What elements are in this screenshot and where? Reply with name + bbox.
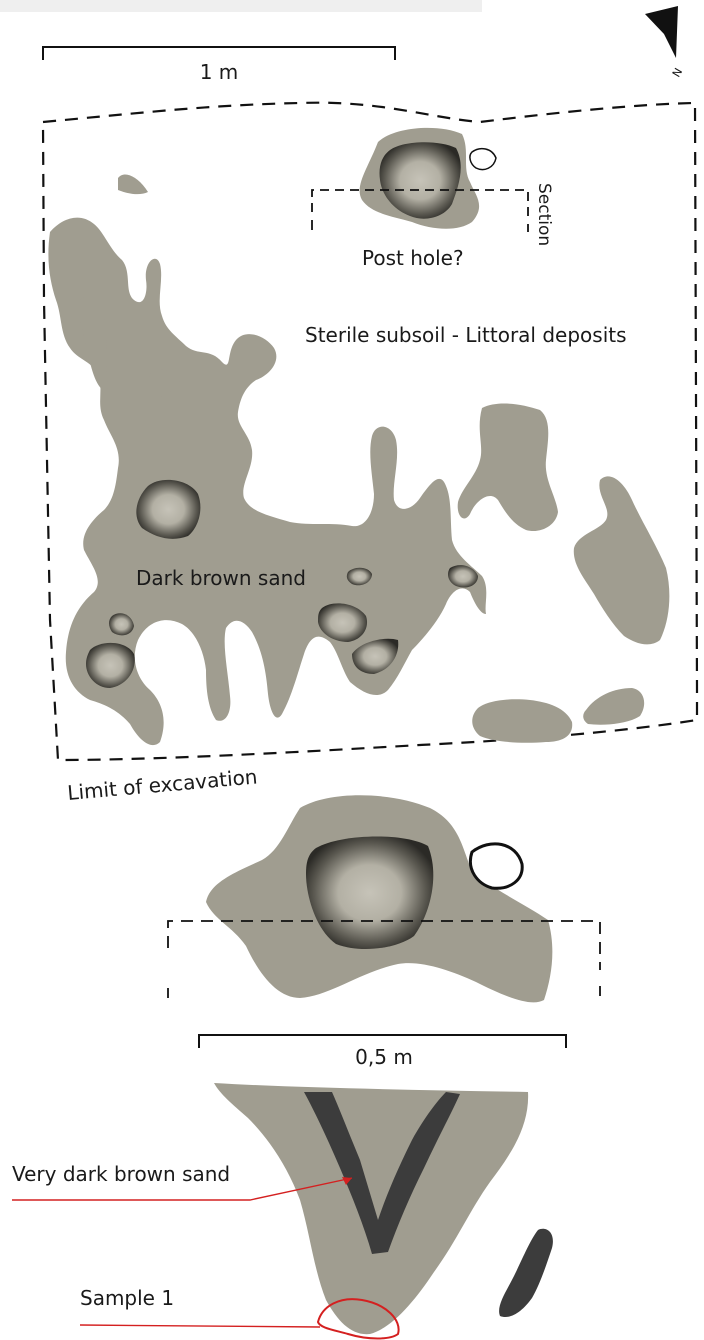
very-dark-sand-label: Very dark brown sand xyxy=(12,1162,230,1186)
sample-1-label: Sample 1 xyxy=(80,1286,174,1310)
sand-patch-bottom-left xyxy=(472,699,573,743)
section-fill-dark-v xyxy=(304,1092,460,1254)
sample-1-outline xyxy=(316,1298,400,1340)
callout-sample-1: Sample 1 xyxy=(79,1286,321,1328)
sand-patch-right-lower xyxy=(573,476,670,645)
section-label: Section xyxy=(534,183,554,246)
pit-plan-4 xyxy=(346,567,372,586)
post-hole-label: Post hole? xyxy=(362,246,464,270)
sand-spread-main xyxy=(48,217,487,746)
north-arrow-icon: N xyxy=(645,6,685,80)
detail-scale-label: 0,5 m xyxy=(355,1045,413,1069)
header-strip xyxy=(0,0,482,12)
pit-post-hole-detail xyxy=(306,836,434,950)
subsoil-label: Sterile subsoil - Littoral deposits xyxy=(305,323,627,347)
excavation-limit-line xyxy=(41,101,699,762)
pit-plan-5 xyxy=(318,603,368,642)
detail-section-line xyxy=(167,920,601,970)
pit-plan-7 xyxy=(448,565,478,588)
section-fill-dark-right xyxy=(499,1228,553,1318)
callout-very-dark-sand: Very dark brown sand xyxy=(12,1162,353,1201)
pit-plan-2 xyxy=(109,613,134,636)
plan-scale-bar: 1 m xyxy=(42,46,396,84)
sand-patch-bottom-right xyxy=(583,688,645,725)
pit-post-hole-plan xyxy=(379,142,461,219)
pit-plan-6 xyxy=(352,638,399,674)
north-label: N xyxy=(670,66,685,80)
pit-plan-1 xyxy=(136,479,201,539)
sand-patch-right-upper xyxy=(457,403,558,532)
stone-outline-detail xyxy=(469,842,524,890)
plan-pits xyxy=(86,142,478,688)
post-hole-detail-plan xyxy=(167,795,601,1003)
small-blob-top-left xyxy=(118,174,148,195)
sand-finger-mid xyxy=(148,369,180,400)
sand-label: Dark brown sand xyxy=(136,566,306,590)
pit-plan-3 xyxy=(86,642,135,688)
limit-of-excavation-label: Limit of excavation xyxy=(66,764,258,805)
sand-finger-left xyxy=(79,296,108,391)
section-profile xyxy=(214,1083,553,1340)
detail-scale-bar: 0,5 m xyxy=(198,1034,567,1069)
plan-scale-label: 1 m xyxy=(200,60,239,84)
stone-outline-plan xyxy=(469,147,497,171)
